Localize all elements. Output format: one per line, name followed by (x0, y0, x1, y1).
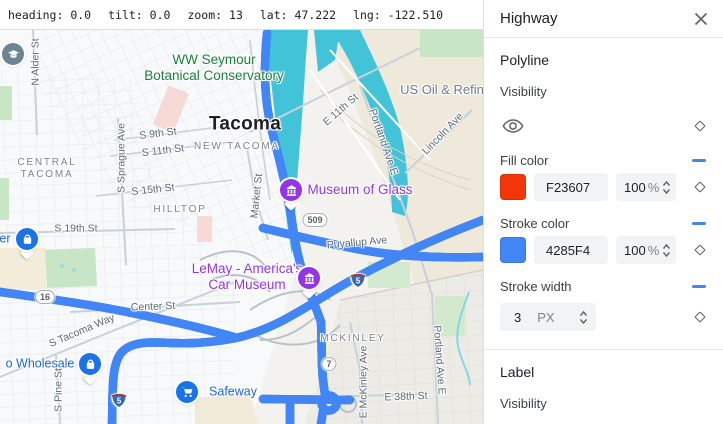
label-safeway: Safeway (209, 384, 257, 399)
stat-zoom: zoom: 13 (187, 7, 243, 22)
stroke-color-inherit-diamond-icon[interactable] (694, 244, 706, 256)
label-ww-seymour-botanical-conservatory: WW Seymour Botanical Conservatory (144, 51, 284, 83)
visibility-inherit-diamond-icon[interactable] (694, 120, 706, 132)
map-street-label: Lincoln Ave (419, 110, 466, 158)
remove-stroke-width-button[interactable] (692, 280, 706, 292)
polyline-section: Polyline Visibility Fill color F23607 10… (484, 52, 723, 412)
section-heading-polyline: Polyline (500, 52, 550, 68)
stroke-width-label: Stroke width (500, 278, 572, 294)
museum-icon[interactable] (280, 179, 302, 201)
stroke-color-swatch[interactable] (500, 237, 526, 263)
stat-lat: lat: 47.222 (259, 7, 337, 22)
panel-title: Highway (500, 10, 558, 27)
stroke-opacity-stepper[interactable] (662, 243, 671, 258)
route-shield: 509 (302, 213, 328, 227)
shopping-bag-icon[interactable] (79, 353, 101, 375)
section-heading-label: Label (500, 364, 535, 380)
close-icon[interactable] (692, 10, 710, 28)
fill-color-label: Fill color (500, 152, 549, 168)
map-street-label: Market St (248, 172, 266, 219)
stroke-width-inherit-diamond-icon[interactable] (694, 311, 706, 323)
map-street-label: E McKinley Ave (357, 345, 370, 419)
interstate-shield: 5 (349, 271, 367, 289)
stat-tilt: tilt: 0.0 (108, 7, 171, 22)
label-wholesale-partial: o Wholesale (5, 356, 75, 371)
map-street-label: S Sprague Ave (115, 123, 128, 193)
label-museum-of-glass: Museum of Glass (307, 181, 413, 197)
visibility-eye-icon[interactable] (500, 116, 526, 136)
fill-color-swatch[interactable] (500, 174, 526, 200)
map-street-label: N Alder St (29, 38, 42, 86)
graduation-cap-icon[interactable] (2, 43, 24, 65)
map-base-svg (0, 30, 483, 424)
landuse-layer (0, 30, 483, 424)
route-shield: 7 (321, 357, 337, 371)
label-er-partial: er (0, 231, 11, 246)
map-street-label: S Pine St (52, 368, 65, 412)
fill-color-hex-input[interactable]: F23607 (534, 173, 608, 201)
label-hilltop: HILLTOP (153, 204, 207, 215)
map-street-label: E 38th St (384, 389, 428, 404)
label-tacoma: Tacoma (208, 113, 282, 135)
shopping-cart-icon[interactable] (176, 381, 198, 403)
style-panel: Highway Polyline Visibility Fill color (483, 0, 723, 424)
museum-icon[interactable] (298, 267, 320, 289)
map-street-label: S 11th St (141, 142, 185, 160)
label-us-oil-refining: US Oil & Refin (400, 82, 483, 98)
fill-opacity-input[interactable]: 100% (616, 173, 676, 201)
map-street-label: E 11th St (320, 91, 361, 129)
map-street-label: Portland Ave E (366, 107, 401, 177)
map-street-label: S 15th St (130, 181, 176, 198)
stroke-width-stepper[interactable] (579, 310, 588, 325)
stroke-width-input[interactable]: 3 PX (500, 303, 596, 331)
remove-stroke-color-button[interactable] (692, 217, 706, 229)
fill-color-inherit-diamond-icon[interactable] (694, 181, 706, 193)
label-new-tacoma: NEW TACOMA (194, 141, 280, 152)
label-lemay-car-museum: LeMay - America's Car Museum (191, 260, 303, 292)
camera-status-bar: heading: 0.0 tilt: 0.0 zoom: 13 lat: 47.… (0, 0, 483, 30)
svg-text:5: 5 (356, 277, 361, 286)
stat-heading: heading: 0.0 (8, 7, 92, 22)
map-street-label: Portland Ave E (430, 325, 448, 395)
map-canvas[interactable]: WW Seymour Botanical Conservatory Tacoma N… (0, 30, 483, 424)
map-street-label: S Tacoma Way (47, 311, 117, 350)
map-street-label: S 19th St (54, 222, 98, 235)
route-shield: 16 (34, 290, 56, 304)
map-street-label: Center St (130, 299, 176, 314)
map-column: heading: 0.0 tilt: 0.0 zoom: 13 lat: 47.… (0, 0, 483, 424)
fill-opacity-stepper[interactable] (662, 180, 671, 195)
label-central-tacoma: CENTRAL TACOMA (17, 157, 77, 180)
highway-layer (0, 30, 483, 424)
stat-lng: lng: -122.510 (353, 7, 444, 22)
visibility-label: Visibility (500, 83, 547, 99)
panel-header: Highway (484, 0, 723, 38)
label-visibility-label: Visibility (500, 395, 547, 411)
stroke-color-label: Stroke color (500, 215, 570, 231)
map-street-label: Puyallup Ave (326, 234, 388, 252)
label-mckinley: MCKINLEY (320, 333, 386, 344)
stroke-color-hex-input[interactable]: 4285F4 (534, 236, 608, 264)
shopping-bag-icon[interactable] (16, 228, 38, 250)
stroke-opacity-input[interactable]: 100% (616, 236, 676, 264)
section-divider (484, 349, 723, 350)
map-overlays: WW Seymour Botanical Conservatory Tacoma N… (0, 30, 483, 424)
svg-text:5: 5 (117, 397, 122, 406)
interstate-shield: 5 (110, 391, 128, 409)
map-street-label: S 9th St (138, 125, 178, 142)
remove-fill-color-button[interactable] (692, 154, 706, 166)
